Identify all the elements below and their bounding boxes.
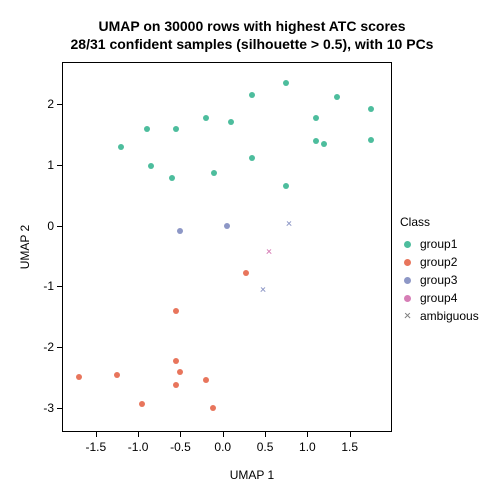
x-tick-label: -1.0 bbox=[128, 440, 149, 454]
chart-title-line1: UMAP on 30000 rows with highest ATC scor… bbox=[0, 18, 504, 34]
y-tick-label: 0 bbox=[34, 219, 54, 233]
y-tick-mark bbox=[57, 408, 62, 409]
y-tick-mark bbox=[57, 104, 62, 105]
legend-label: group4 bbox=[420, 291, 457, 305]
legend-label: ambiguous bbox=[420, 309, 479, 323]
legend-swatch-icon bbox=[400, 309, 414, 323]
data-point bbox=[203, 115, 209, 121]
data-point bbox=[76, 374, 82, 380]
data-point bbox=[249, 92, 255, 98]
data-point bbox=[210, 405, 216, 411]
data-point bbox=[118, 144, 124, 150]
data-point bbox=[177, 228, 183, 234]
data-point bbox=[334, 94, 340, 100]
data-point bbox=[173, 358, 179, 364]
y-tick-label: 1 bbox=[34, 158, 54, 172]
legend: Class group1 group2 group3 group4 ambiguous bbox=[400, 215, 479, 325]
x-tick-label: 1.0 bbox=[299, 440, 316, 454]
legend-swatch-icon bbox=[400, 237, 414, 251]
x-tick-label: 0.5 bbox=[257, 440, 274, 454]
x-tick-label: -1.5 bbox=[86, 440, 107, 454]
data-point bbox=[139, 401, 145, 407]
x-tick-mark bbox=[350, 432, 351, 437]
data-point bbox=[321, 141, 327, 147]
data-point bbox=[368, 106, 374, 112]
umap-scatter-chart: UMAP on 30000 rows with highest ATC scor… bbox=[0, 0, 504, 504]
legend-item: group2 bbox=[400, 253, 479, 271]
legend-label: group2 bbox=[420, 255, 457, 269]
legend-items: group1 group2 group3 group4 ambiguous bbox=[400, 235, 479, 325]
data-point bbox=[177, 369, 183, 375]
data-point bbox=[313, 115, 319, 121]
data-point bbox=[266, 249, 272, 255]
data-point bbox=[243, 270, 249, 276]
legend-item: group3 bbox=[400, 271, 479, 289]
data-point bbox=[173, 382, 179, 388]
data-point bbox=[224, 223, 230, 229]
data-point bbox=[228, 119, 234, 125]
y-tick-mark bbox=[57, 286, 62, 287]
x-tick-mark bbox=[96, 432, 97, 437]
data-point bbox=[114, 372, 120, 378]
legend-title: Class bbox=[400, 215, 479, 229]
y-tick-label: -1 bbox=[34, 279, 54, 293]
x-tick-mark bbox=[180, 432, 181, 437]
y-tick-label: -2 bbox=[34, 340, 54, 354]
data-point bbox=[203, 377, 209, 383]
x-tick-label: 1.5 bbox=[341, 440, 358, 454]
x-tick-mark bbox=[265, 432, 266, 437]
legend-item: ambiguous bbox=[400, 307, 479, 325]
y-tick-mark bbox=[57, 226, 62, 227]
data-point bbox=[148, 163, 154, 169]
x-tick-mark bbox=[138, 432, 139, 437]
y-tick-mark bbox=[57, 165, 62, 166]
data-point bbox=[173, 308, 179, 314]
x-tick-mark bbox=[223, 432, 224, 437]
data-point bbox=[169, 175, 175, 181]
y-tick-label: 2 bbox=[34, 97, 54, 111]
legend-swatch-icon bbox=[400, 255, 414, 269]
legend-swatch-icon bbox=[400, 273, 414, 287]
data-point bbox=[368, 137, 374, 143]
data-point bbox=[286, 220, 292, 226]
legend-label: group3 bbox=[420, 273, 457, 287]
data-point bbox=[260, 286, 266, 292]
legend-item: group4 bbox=[400, 289, 479, 307]
chart-title-line2: 28/31 confident samples (silhouette > 0.… bbox=[0, 36, 504, 52]
data-point bbox=[173, 126, 179, 132]
x-tick-mark bbox=[307, 432, 308, 437]
x-tick-label: -0.5 bbox=[170, 440, 191, 454]
data-point bbox=[249, 155, 255, 161]
plot-area bbox=[62, 62, 392, 432]
y-tick-mark bbox=[57, 347, 62, 348]
legend-swatch-icon bbox=[400, 291, 414, 305]
data-point bbox=[211, 170, 217, 176]
data-point bbox=[283, 80, 289, 86]
legend-item: group1 bbox=[400, 235, 479, 253]
legend-label: group1 bbox=[420, 237, 457, 251]
y-tick-label: -3 bbox=[34, 401, 54, 415]
data-point bbox=[283, 183, 289, 189]
data-point bbox=[144, 126, 150, 132]
data-point bbox=[313, 138, 319, 144]
y-axis-label: UMAP 2 bbox=[18, 217, 32, 277]
x-axis-label: UMAP 1 bbox=[0, 468, 504, 482]
x-tick-label: 0.0 bbox=[214, 440, 231, 454]
